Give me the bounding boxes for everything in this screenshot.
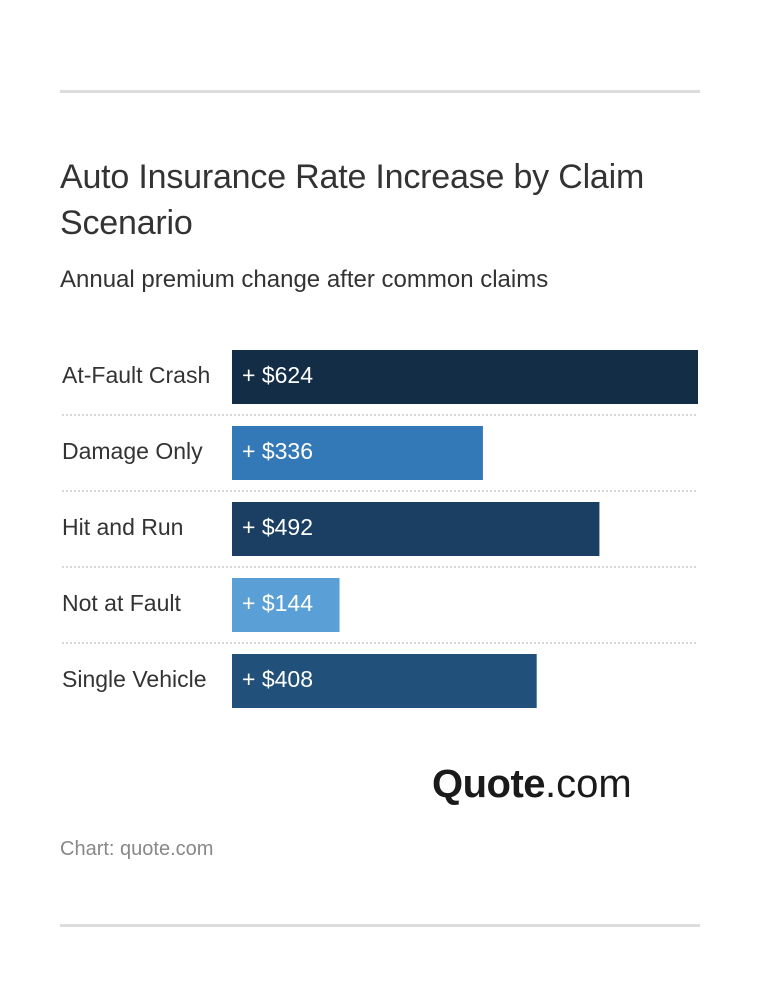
- bar: [232, 426, 483, 480]
- value-label: + $408: [242, 666, 313, 692]
- chart-subtitle: Annual premium change after common claim…: [60, 266, 549, 293]
- logo: Quote.com: [432, 762, 632, 807]
- source: Chart: quote.com: [60, 838, 214, 860]
- category-label: Hit and Run: [62, 514, 183, 540]
- bottom-rule: [60, 924, 700, 927]
- category-label: Not at Fault: [62, 590, 181, 616]
- value-label: + $336: [242, 438, 313, 464]
- bar: [232, 502, 600, 556]
- logo-suffix: .com: [545, 762, 632, 806]
- category-label: At-Fault Crash: [62, 362, 210, 388]
- category-label: Single Vehicle: [62, 666, 207, 692]
- bar: [232, 654, 537, 708]
- value-label: + $492: [242, 514, 313, 540]
- bar: [232, 578, 340, 632]
- chart: At-Fault Crash + $624 Damage Only + $336 Hit…: [62, 350, 698, 708]
- logo-brand: Quote: [432, 762, 546, 806]
- top-rule: [60, 90, 700, 93]
- bar: [232, 350, 698, 404]
- value-label: + $624: [242, 362, 313, 388]
- category-label: Damage Only: [62, 438, 203, 464]
- chart-title: Auto Insurance Rate Increase by Claim Sc…: [60, 158, 645, 242]
- value-label: + $144: [242, 590, 313, 616]
